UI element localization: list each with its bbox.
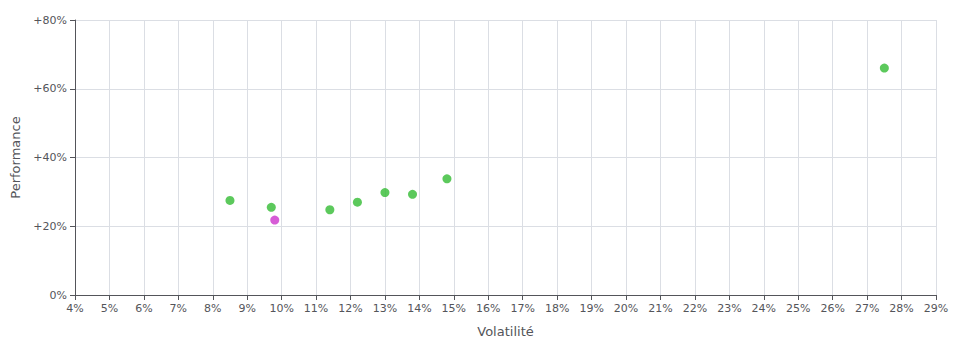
svg-text:24%: 24% — [752, 302, 776, 315]
svg-text:13%: 13% — [373, 302, 397, 315]
svg-text:8%: 8% — [204, 302, 221, 315]
svg-text:Volatilité: Volatilité — [477, 324, 533, 339]
svg-text:21%: 21% — [648, 302, 672, 315]
svg-text:14%: 14% — [407, 302, 431, 315]
svg-text:9%: 9% — [238, 302, 255, 315]
svg-text:15%: 15% — [442, 302, 466, 315]
svg-text:25%: 25% — [786, 302, 810, 315]
svg-text:+80%: +80% — [33, 14, 67, 27]
svg-text:28%: 28% — [889, 302, 913, 315]
svg-text:5%: 5% — [101, 302, 118, 315]
svg-text:17%: 17% — [510, 302, 534, 315]
svg-text:18%: 18% — [545, 302, 569, 315]
svg-text:+40%: +40% — [33, 151, 67, 164]
svg-text:Performance: Performance — [8, 116, 23, 198]
svg-text:23%: 23% — [717, 302, 741, 315]
svg-text:7%: 7% — [170, 302, 187, 315]
svg-text:27%: 27% — [855, 302, 879, 315]
svg-text:+60%: +60% — [33, 82, 67, 95]
svg-text:4%: 4% — [66, 302, 83, 315]
svg-text:10%: 10% — [269, 302, 293, 315]
svg-text:19%: 19% — [579, 302, 603, 315]
svg-text:26%: 26% — [820, 302, 844, 315]
svg-text:0%: 0% — [50, 289, 67, 302]
svg-text:22%: 22% — [683, 302, 707, 315]
svg-text:+20%: +20% — [33, 220, 67, 233]
svg-text:20%: 20% — [614, 302, 638, 315]
svg-text:6%: 6% — [135, 302, 152, 315]
svg-text:11%: 11% — [304, 302, 328, 315]
svg-text:29%: 29% — [924, 302, 948, 315]
svg-text:16%: 16% — [476, 302, 500, 315]
svg-text:12%: 12% — [338, 302, 362, 315]
